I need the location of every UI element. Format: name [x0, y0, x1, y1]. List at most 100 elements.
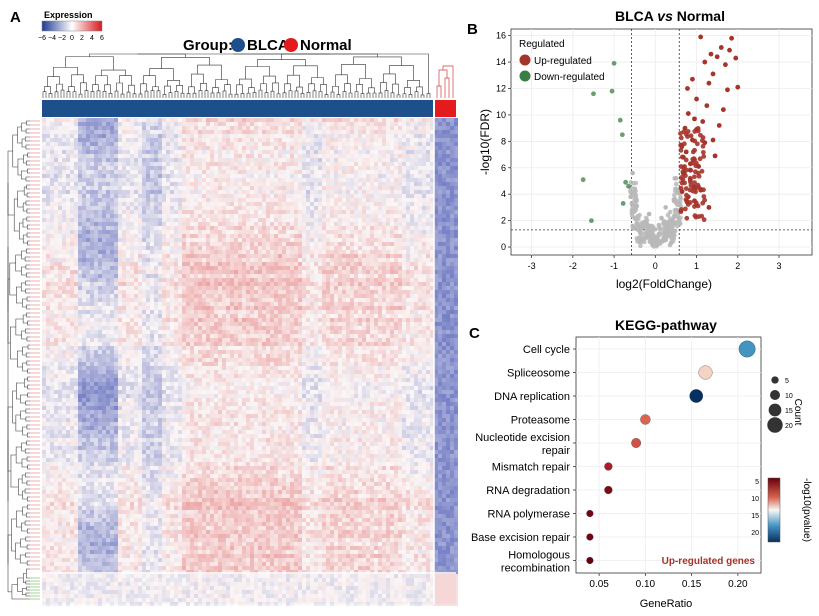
heatmap-cell	[82, 238, 86, 242]
heatmap-cell	[258, 202, 262, 206]
heatmap-cell	[366, 210, 370, 214]
heatmap-cell	[114, 166, 118, 170]
heatmap-cell	[278, 222, 282, 226]
heatmap-cell	[346, 234, 350, 238]
row-dendrogram-branch	[25, 592, 30, 597]
heatmap-cell	[434, 146, 438, 150]
heatmap-cell	[278, 226, 282, 230]
heatmap-cell	[186, 290, 190, 294]
heatmap-cell	[286, 206, 290, 210]
heatmap-cell	[454, 258, 458, 262]
heatmap-cell	[426, 198, 430, 202]
heatmap-cell	[202, 214, 206, 218]
heatmap-cell	[66, 182, 70, 186]
heatmap-cell	[438, 214, 442, 218]
heatmap-cell	[82, 214, 86, 218]
heatmap-cell	[126, 222, 130, 226]
heatmap-cell	[426, 118, 430, 122]
heatmap-cell	[238, 246, 242, 250]
heatmap-cell	[74, 198, 78, 202]
heatmap-cell	[306, 270, 310, 274]
column-dendrogram-branch	[176, 84, 183, 94]
heatmap-cell	[90, 218, 94, 222]
heatmap-cell	[94, 146, 98, 150]
heatmap-cell	[94, 290, 98, 294]
heatmap-cell	[314, 258, 318, 262]
heatmap-cell	[374, 198, 378, 202]
heatmap-cell	[58, 234, 62, 238]
heatmap-cell	[378, 174, 382, 178]
heatmap-cell	[86, 282, 90, 286]
heatmap-cell	[342, 246, 346, 250]
heatmap-cell	[94, 222, 98, 226]
heatmap-cell	[110, 210, 114, 214]
heatmap-cell	[298, 130, 302, 134]
heatmap-cell	[346, 202, 350, 206]
heatmap-cell	[102, 234, 106, 238]
heatmap-cell	[402, 250, 406, 254]
heatmap-cell	[306, 246, 310, 250]
heatmap-cell	[258, 182, 262, 186]
heatmap-cell	[382, 290, 386, 294]
heatmap-cell	[298, 182, 302, 186]
heatmap-cell	[66, 174, 70, 178]
heatmap-cell	[430, 270, 434, 274]
heatmap-cell	[210, 198, 214, 202]
heatmap-cell	[202, 290, 206, 294]
heatmap-cell	[210, 186, 214, 190]
heatmap-cell	[62, 226, 66, 230]
heatmap-cell	[70, 270, 74, 274]
heatmap-cell	[186, 194, 190, 198]
heatmap-cell	[322, 274, 326, 278]
heatmap-cell	[334, 182, 338, 186]
heatmap-cell	[418, 174, 422, 178]
heatmap-cell	[106, 238, 110, 242]
heatmap-cell	[326, 170, 330, 174]
heatmap-cell	[298, 214, 302, 218]
heatmap-cell	[114, 194, 118, 198]
heatmap-cell	[250, 254, 254, 258]
heatmap-cell	[334, 222, 338, 226]
heatmap-cell	[422, 138, 426, 142]
heatmap-cell	[454, 118, 458, 122]
heatmap-cell	[170, 218, 174, 222]
heatmap-cell	[130, 170, 134, 174]
heatmap-cell	[450, 230, 454, 234]
heatmap-cell	[234, 278, 238, 282]
heatmap-cell	[374, 214, 378, 218]
heatmap-cell	[94, 282, 98, 286]
heatmap-cell	[198, 266, 202, 270]
heatmap-cell	[290, 134, 294, 138]
heatmap-cell	[302, 186, 306, 190]
heatmap-cell	[434, 154, 438, 158]
heatmap-cell	[402, 122, 406, 126]
heatmap-cell	[334, 190, 338, 194]
heatmap-cell	[390, 210, 394, 214]
heatmap-cell	[422, 266, 426, 270]
heatmap-cell	[146, 162, 150, 166]
heatmap-cell	[218, 210, 222, 214]
heatmap-cell	[350, 262, 354, 266]
heatmap-cell	[130, 118, 134, 122]
heatmap-cell	[198, 186, 202, 190]
heatmap-cell	[66, 218, 70, 222]
heatmap-cell	[286, 182, 290, 186]
heatmap-cell	[318, 178, 322, 182]
heatmap-cell	[90, 234, 94, 238]
heatmap-cell	[326, 286, 330, 290]
heatmap-cell	[182, 182, 186, 186]
heatmap-cell	[382, 150, 386, 154]
heatmap-cell	[302, 278, 306, 282]
heatmap-cell	[330, 182, 334, 186]
heatmap-cell	[74, 250, 78, 254]
heatmap-cell	[142, 190, 146, 194]
heatmap-cell	[58, 242, 62, 246]
heatmap-cell	[338, 258, 342, 262]
heatmap-cell	[302, 130, 306, 134]
heatmap-cell	[162, 166, 166, 170]
heatmap-cell	[110, 242, 114, 246]
heatmap-cell	[438, 134, 442, 138]
heatmap-cell	[174, 274, 178, 278]
heatmap-cell	[246, 278, 250, 282]
heatmap-cell	[270, 266, 274, 270]
